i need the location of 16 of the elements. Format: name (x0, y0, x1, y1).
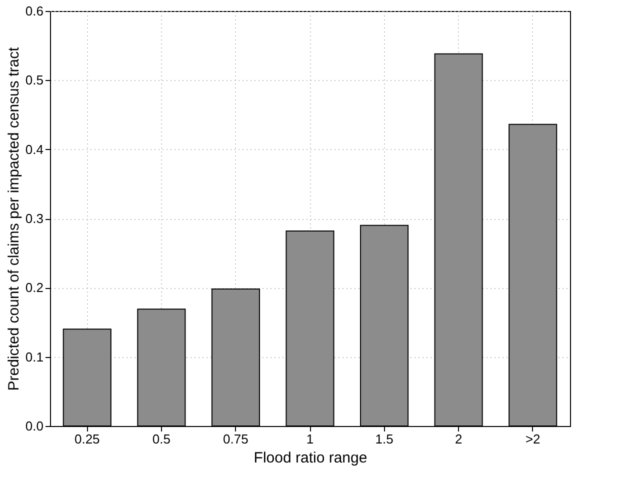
y-axis-title: Predicted count of claims per impacted census tract (5, 46, 22, 391)
x-tick-label: 0.25 (74, 432, 100, 446)
y-tick-label: 0.6 (25, 4, 44, 18)
x-tick-label: 0.75 (223, 432, 248, 446)
y-tick-label: 0.1 (25, 349, 44, 364)
x-tick-label: >2 (525, 432, 540, 446)
x-tick-label: 1 (306, 432, 314, 446)
x-tick-label: 0.5 (152, 432, 170, 446)
x-axis-title: Flood ratio range (254, 450, 368, 466)
y-tick-label: 0.3 (25, 211, 44, 226)
y-tick-label: 0.4 (25, 142, 44, 157)
y-tick-label: 0.2 (25, 280, 44, 296)
x-tick-label: 2 (454, 432, 462, 446)
y-tick-label: 0.5 (25, 72, 44, 88)
y-tick-label: 0.0 (25, 418, 44, 434)
x-tick-label: 1.5 (375, 432, 394, 446)
